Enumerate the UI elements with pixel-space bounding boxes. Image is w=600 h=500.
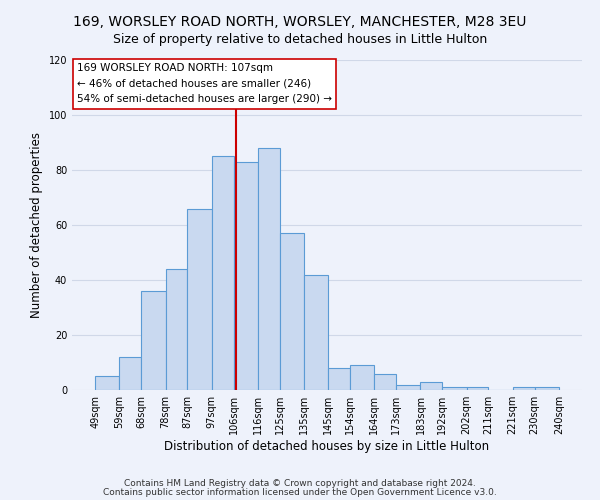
Y-axis label: Number of detached properties: Number of detached properties [30,132,43,318]
Bar [258,148,280,390]
Text: Contains public sector information licensed under the Open Government Licence v3: Contains public sector information licen… [103,488,497,497]
Bar [187,208,212,390]
Text: Size of property relative to detached houses in Little Hulton: Size of property relative to detached ho… [113,32,487,46]
Bar [442,387,467,390]
Bar [233,162,258,390]
Bar [142,291,166,390]
Bar [374,374,396,390]
Bar [119,357,142,390]
Bar [212,156,233,390]
Bar [535,387,559,390]
Bar [421,382,442,390]
Text: Contains HM Land Registry data © Crown copyright and database right 2024.: Contains HM Land Registry data © Crown c… [124,479,476,488]
Bar [95,376,119,390]
Bar [512,387,535,390]
Bar [280,233,304,390]
Bar [467,387,488,390]
Bar [304,274,328,390]
Text: 169, WORSLEY ROAD NORTH, WORSLEY, MANCHESTER, M28 3EU: 169, WORSLEY ROAD NORTH, WORSLEY, MANCHE… [73,15,527,29]
Bar [396,384,421,390]
Text: 169 WORSLEY ROAD NORTH: 107sqm
← 46% of detached houses are smaller (246)
54% of: 169 WORSLEY ROAD NORTH: 107sqm ← 46% of … [77,64,332,104]
X-axis label: Distribution of detached houses by size in Little Hulton: Distribution of detached houses by size … [164,440,490,453]
Bar [166,269,187,390]
Bar [350,365,374,390]
Bar [328,368,350,390]
